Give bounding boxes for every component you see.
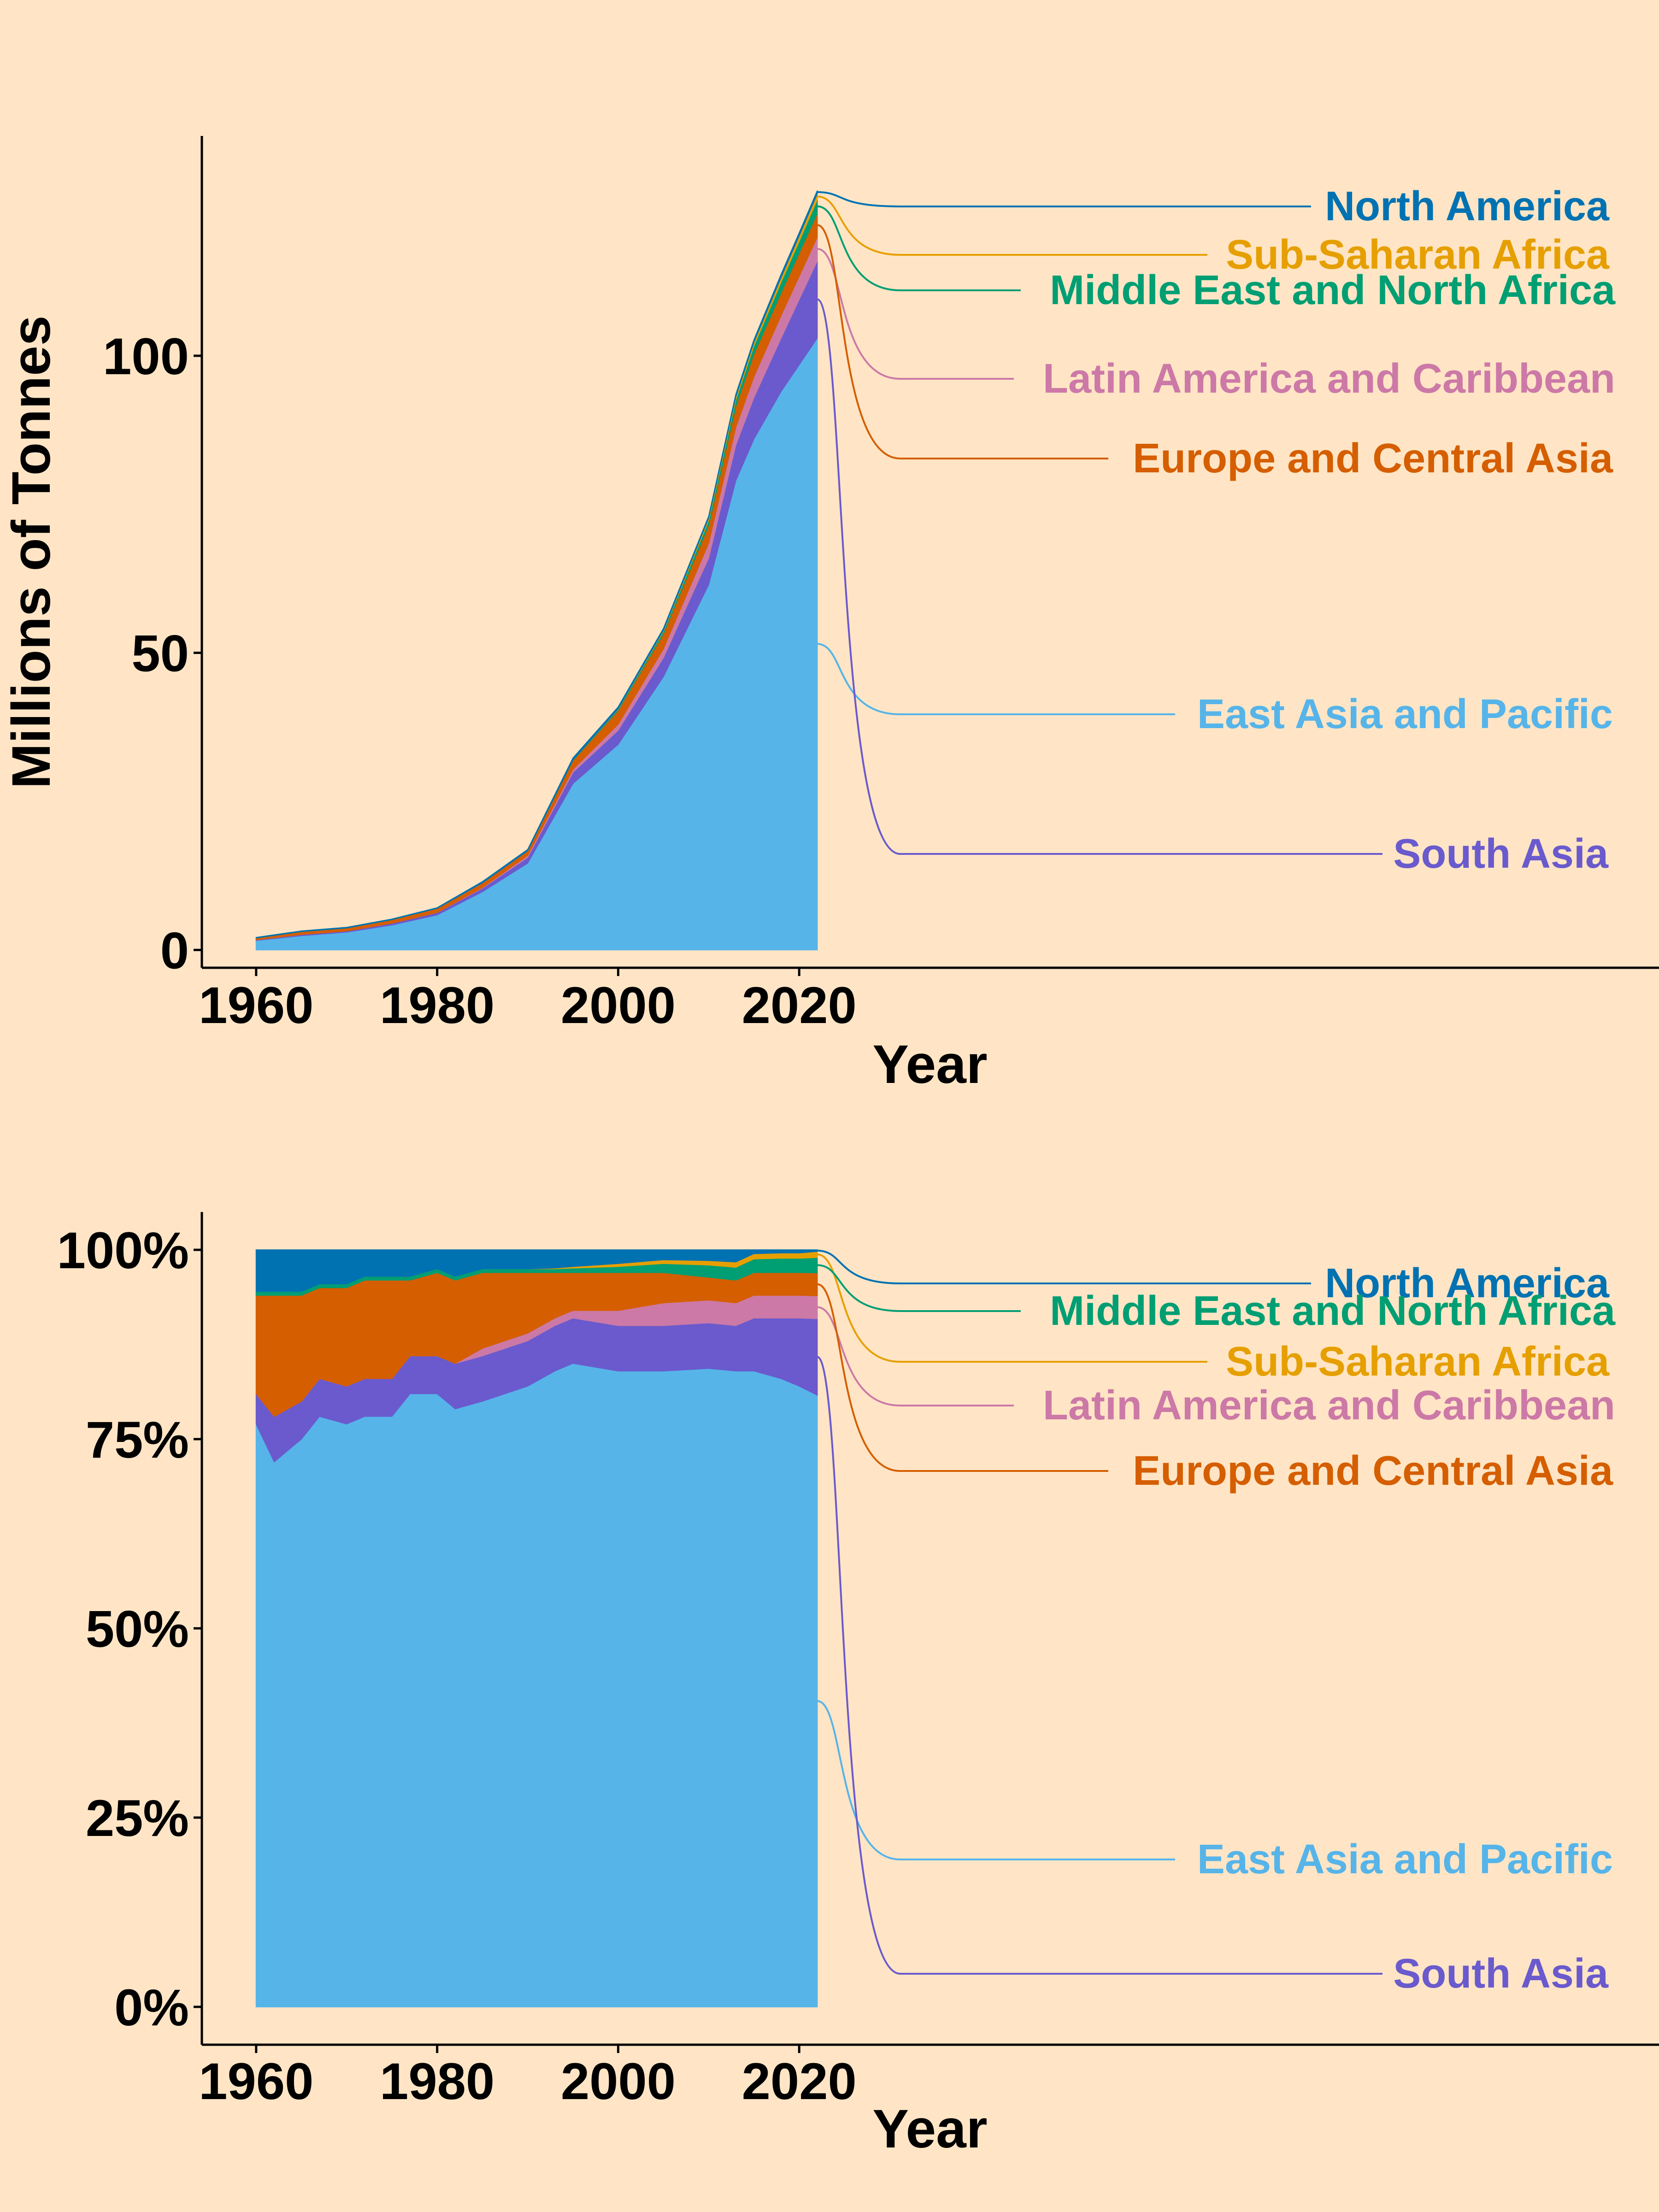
share-label-middle-east-north-africa: Middle East and North Africa xyxy=(1050,1288,1616,1334)
share-region-labels: North America Middle East and North Afri… xyxy=(1043,1260,1616,1997)
share-x-ticks: 1960 1980 2000 2020 xyxy=(199,2045,857,2110)
y-tick-label: 0 xyxy=(160,922,189,979)
share-label-south-asia: South Asia xyxy=(1393,1951,1609,1997)
volume-y-axis-title: Millions of Tonnes xyxy=(1,316,62,789)
volume-y-ticks: 0 50 100 xyxy=(103,328,202,979)
share-x-axis-title: Year xyxy=(872,2099,987,2159)
leader-sub-saharan-africa xyxy=(817,195,1207,256)
leader-middle-east-and-north-africa xyxy=(817,1264,1021,1312)
volume-label-north-america: North America xyxy=(1325,183,1610,229)
leader-east-asia-and-pacific xyxy=(817,643,1175,715)
volume-label-east-asia-pacific: East Asia and Pacific xyxy=(1197,691,1613,737)
share-leader-lines xyxy=(817,1249,1382,1975)
share-y-ticks: 0% 25% 50% 75% 100% xyxy=(57,1222,202,2036)
y-tick-label: 50% xyxy=(86,1600,189,1658)
share-label-sub-saharan-africa: Sub-Saharan Africa xyxy=(1226,1339,1610,1385)
y-tick-label: 100% xyxy=(57,1222,189,1279)
volume-x-axis-title: Year xyxy=(872,1034,987,1095)
leader-middle-east-and-north-africa xyxy=(817,205,1021,291)
x-tick-label: 1980 xyxy=(380,2053,494,2110)
area-north-america xyxy=(255,190,818,939)
x-tick-label: 1960 xyxy=(199,2053,313,2110)
share-label-latin-america-caribbean: Latin America and Caribbean xyxy=(1043,1382,1615,1429)
volume-leader-lines xyxy=(817,191,1382,855)
leader-latin-america-and-caribbean xyxy=(817,248,1014,380)
x-tick-label: 1960 xyxy=(199,977,313,1034)
x-tick-label: 2020 xyxy=(742,977,857,1034)
leader-east-asia-and-pacific xyxy=(817,1700,1175,1860)
y-tick-label: 100 xyxy=(103,328,189,385)
volume-label-south-asia: South Asia xyxy=(1393,831,1609,877)
x-tick-label: 1980 xyxy=(380,977,494,1034)
volume-x-ticks: 1960 1980 2000 2020 xyxy=(199,968,857,1034)
leader-north-america xyxy=(817,1249,1311,1284)
volume-label-sub-saharan-africa: Sub-Saharan Africa xyxy=(1226,232,1610,278)
x-tick-label: 2020 xyxy=(742,2053,857,2110)
x-tick-label: 2000 xyxy=(561,977,676,1034)
share-label-east-asia-pacific: East Asia and Pacific xyxy=(1197,1836,1613,1883)
share-label-europe-central-asia: Europe and Central Asia xyxy=(1133,1448,1613,1494)
area-east-asia-and-pacific xyxy=(255,1363,818,2007)
leader-south-asia xyxy=(817,1356,1382,1975)
share-label-north-america: North America xyxy=(1325,1260,1610,1306)
y-tick-label: 50 xyxy=(131,625,189,682)
y-tick-label: 25% xyxy=(86,1789,189,1847)
volume-label-middle-east-north-africa: Middle East and North Africa xyxy=(1050,267,1616,313)
y-tick-label: 0% xyxy=(114,1979,189,2036)
share-panel: 0% 25% 50% 75% 100% 1960 1980 2000 2020 Year No… xyxy=(57,1212,1659,2159)
x-tick-label: 2000 xyxy=(561,2053,676,2110)
leader-europe-and-central-asia xyxy=(817,224,1108,459)
share-areas xyxy=(255,1249,818,2007)
volume-label-latin-america-caribbean: Latin America and Caribbean xyxy=(1043,356,1615,402)
volume-region-labels: North America Sub-Saharan Africa Middle … xyxy=(1043,183,1616,877)
leader-sub-saharan-africa xyxy=(817,1253,1207,1363)
volume-panel: 0 50 100 1960 1980 2000 2020 Year Millions of… xyxy=(1,136,1659,1095)
y-tick-label: 75% xyxy=(86,1411,189,1469)
leader-latin-america-and-caribbean xyxy=(817,1306,1014,1406)
leader-north-america xyxy=(817,191,1311,207)
leader-europe-and-central-asia xyxy=(817,1283,1108,1472)
volume-label-europe-central-asia: Europe and Central Asia xyxy=(1133,435,1613,482)
leader-south-asia xyxy=(817,298,1382,855)
